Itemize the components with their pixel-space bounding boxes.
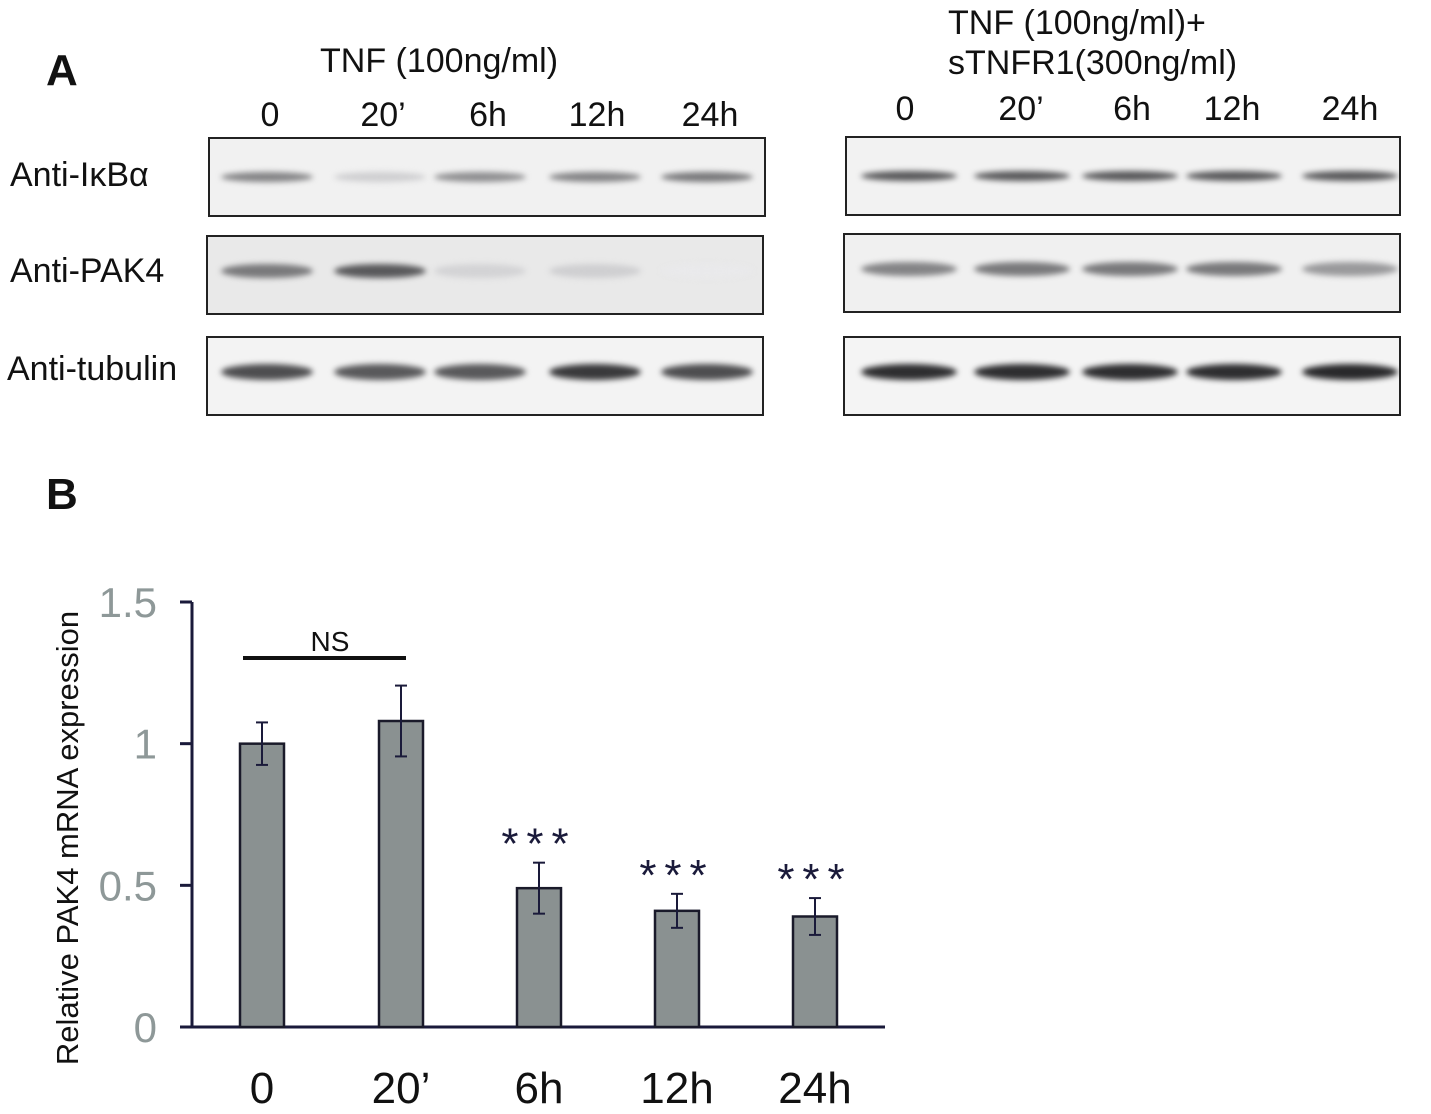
pak4-mrna-bar-chart: Relative PAK4 mRNA expression 0 0.5 1 1.5 0…	[50, 579, 885, 1113]
y-tick-label: 0.5	[99, 862, 157, 909]
right-lane-label-24h: 24h	[1321, 90, 1379, 128]
band-right-pak4-3	[1186, 262, 1282, 276]
band-right-ikba-3	[1186, 171, 1282, 181]
band-right-ikba-1	[974, 171, 1070, 181]
y-tick-label: 1.5	[99, 579, 157, 626]
blot-left-pak4	[206, 235, 764, 315]
significance-marker-2: ***	[501, 820, 576, 869]
right-lane-label-6h: 6h	[1113, 90, 1151, 128]
y-tick-label: 1	[134, 721, 157, 768]
band-right-ikba-2	[1082, 171, 1178, 181]
blot-left-ikba	[208, 137, 766, 217]
left-lane-label-24h: 24h	[681, 96, 739, 134]
band-right-pak4-0	[861, 262, 957, 276]
ns-label: NS	[311, 626, 350, 657]
band-left-tubulin-3	[549, 364, 641, 380]
left-lane-label-12h: 12h	[568, 96, 626, 134]
x-tick-label-0: 0	[250, 1064, 274, 1113]
band-right-pak4-4	[1302, 262, 1398, 276]
left-lane-label-0: 0	[260, 96, 280, 134]
band-left-pak4-4	[661, 264, 753, 278]
band-right-pak4-2	[1082, 262, 1178, 276]
blot-left-tubulin	[206, 336, 764, 416]
right-lane-label-0: 0	[895, 90, 915, 128]
significance-marker-4: ***	[777, 855, 852, 904]
right-lane-label-20min: 20’	[998, 90, 1044, 128]
band-left-tubulin-4	[661, 364, 753, 380]
band-right-tubulin-2	[1082, 364, 1178, 380]
row-label-pak4: Anti-PAK4	[10, 252, 165, 290]
right-condition-label-line2: sTNFR1(300ng/ml)	[948, 44, 1238, 82]
band-left-ikba-4	[661, 172, 753, 182]
bar-0	[238, 742, 286, 1029]
band-right-ikba-0	[861, 171, 957, 181]
blot-right-ikba	[845, 136, 1401, 216]
y-axis-label: Relative PAK4 mRNA expression	[50, 611, 85, 1065]
band-right-tubulin-0	[861, 364, 957, 380]
panel-a-letter: A	[46, 46, 78, 95]
row-label-tubulin: Anti-tubulin	[7, 350, 178, 388]
y-tick-label: 0	[134, 1004, 157, 1051]
left-lane-label-20min: 20’	[360, 96, 406, 134]
right-condition-label-line1: TNF (100ng/ml)+	[948, 4, 1206, 42]
row-label-ikba: Anti-IκBα	[10, 156, 149, 194]
left-lane-label-6h: 6h	[469, 96, 507, 134]
band-left-pak4-1	[334, 264, 426, 278]
band-left-ikba-3	[549, 172, 641, 182]
band-left-ikba-0	[221, 172, 313, 182]
band-right-pak4-1	[974, 262, 1070, 276]
left-condition-label: TNF (100ng/ml)	[320, 42, 559, 80]
band-left-ikba-2	[434, 172, 526, 182]
band-right-tubulin-1	[974, 364, 1070, 380]
band-left-ikba-1	[334, 172, 426, 182]
x-tick-label-3: 12h	[640, 1064, 713, 1113]
x-tick-label-1: 20’	[372, 1064, 431, 1113]
blot-right-tubulin	[843, 336, 1401, 416]
band-left-tubulin-1	[334, 364, 426, 380]
panel-b-letter: B	[46, 470, 78, 519]
band-right-ikba-4	[1302, 171, 1398, 181]
band-left-pak4-0	[221, 264, 313, 278]
band-left-tubulin-0	[221, 364, 313, 380]
band-left-pak4-2	[434, 264, 526, 278]
x-tick-label-2: 6h	[515, 1064, 564, 1113]
band-right-tubulin-3	[1186, 364, 1282, 380]
bar-1	[377, 719, 425, 1029]
band-left-pak4-3	[549, 264, 641, 278]
right-lane-label-12h: 12h	[1203, 90, 1261, 128]
x-tick-label-4: 24h	[778, 1064, 851, 1113]
band-right-tubulin-4	[1302, 364, 1398, 380]
significance-marker-3: ***	[639, 851, 714, 900]
band-left-tubulin-2	[434, 364, 526, 380]
blot-right-pak4	[843, 233, 1401, 313]
